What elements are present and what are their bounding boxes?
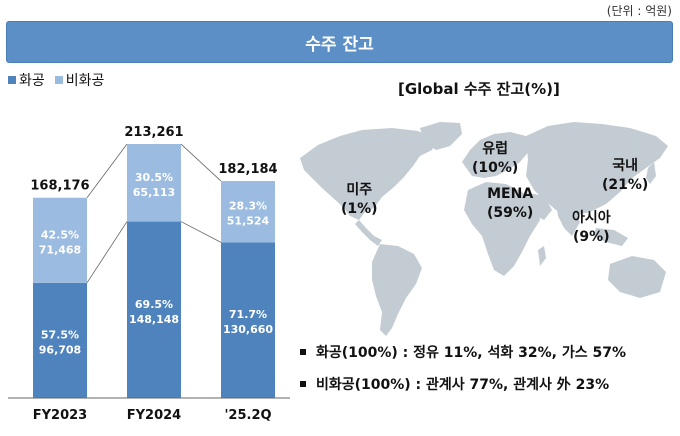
- region-mena: MENA (59%): [487, 185, 533, 223]
- banner-title: 수주 잔고: [6, 21, 673, 63]
- bar-marks: [33, 144, 275, 398]
- legend-label-0: 화공: [19, 73, 45, 89]
- note-non-chemical: 비화공(100%) : 관계사 77%, 관계사 外 23%: [300, 374, 609, 394]
- bar-seg-chemical: [127, 221, 181, 398]
- bar-pct-label: 71.7%: [229, 308, 267, 321]
- bar-pct-label: 28.3%: [229, 200, 267, 213]
- bar-seg-chemical: [33, 282, 87, 398]
- note-chemical: 화공(100%) : 정유 11%, 석화 32%, 가스 57%: [300, 342, 626, 362]
- bar-total-label: 182,184: [218, 162, 277, 177]
- x-tick-label: '25.2Q: [224, 408, 271, 423]
- bar-seg-chemical: [221, 242, 275, 398]
- region-pct: (1%): [341, 201, 378, 217]
- legend-item-1: 비화공: [54, 70, 105, 90]
- map-se-asia: [594, 228, 628, 246]
- bar-value-label: 65,113: [133, 186, 175, 199]
- world-map: [300, 122, 668, 336]
- region-pct: (9%): [573, 229, 610, 245]
- bar-connectors: [86, 143, 222, 284]
- chart-legend: 화공 비화공: [8, 70, 104, 90]
- bar-value-label: 71,468: [39, 243, 81, 256]
- note-text: 비화공(100%) : 관계사 77%, 관계사 外 23%: [316, 377, 610, 393]
- bar-total-label: 168,176: [30, 179, 89, 194]
- region-europe: 유럽 (10%): [472, 140, 518, 178]
- region-pct: (21%): [602, 177, 649, 193]
- map-madagascar: [538, 246, 546, 266]
- connector-mid: [86, 221, 128, 284]
- map-north-america: [300, 128, 437, 220]
- legend-swatch-0: [8, 76, 16, 84]
- bullet-icon: [300, 349, 306, 355]
- region-pct: (10%): [472, 160, 519, 176]
- bar-pct-label: 57.5%: [41, 328, 79, 341]
- region-pct: (59%): [487, 205, 534, 221]
- connector-top: [86, 143, 128, 198]
- map-asia: [526, 122, 668, 216]
- region-name: 미주: [346, 182, 373, 198]
- x-tick-label: FY2024: [127, 408, 181, 423]
- map-india: [556, 204, 580, 236]
- region-name: MENA: [487, 186, 534, 202]
- map-greenland: [420, 122, 462, 150]
- map-africa: [464, 182, 540, 276]
- bar-value-label: 130,660: [223, 323, 273, 336]
- connector-top: [180, 143, 222, 182]
- bar-value-label: 51,524: [227, 215, 270, 228]
- region-americas: 미주 (1%): [341, 181, 378, 219]
- unit-label: (단위 : 억원): [606, 4, 672, 18]
- legend-label-1: 비화공: [65, 73, 105, 89]
- map-europe: [462, 132, 530, 178]
- region-name: 아시아: [572, 210, 611, 226]
- map-south-america: [372, 244, 422, 336]
- map-australia: [608, 256, 666, 298]
- region-name: 유럽: [482, 141, 509, 157]
- bar-seg-nonchemical: [221, 181, 275, 243]
- bar-pct-label: 42.5%: [41, 228, 79, 241]
- bar-labels: 57.5% 96,708 42.5% 71,468 168,176 69.5% 148,14…: [30, 125, 277, 356]
- bar-pct-label: 30.5%: [135, 171, 173, 184]
- region-korea: 국내 (21%): [602, 157, 648, 195]
- bar-value-label: 96,708: [39, 343, 81, 356]
- bar-pct-label: 69.5%: [135, 298, 173, 311]
- note-text: 화공(100%) : 정유 11%, 석화 32%, 가스 57%: [316, 345, 626, 361]
- x-tick-labels: FY2023 FY2024 '25.2Q: [33, 408, 272, 423]
- bullet-icon: [300, 381, 306, 387]
- x-tick-label: FY2023: [33, 408, 87, 423]
- bar-value-label: 148,148: [129, 313, 179, 326]
- legend-item-0: 화공: [8, 70, 45, 90]
- map-japan: [646, 162, 656, 184]
- bar-seg-nonchemical: [127, 144, 181, 222]
- region-name: 국내: [612, 158, 639, 174]
- region-asia: 아시아 (9%): [572, 209, 611, 247]
- map-arabia: [524, 192, 552, 220]
- connector-mid: [180, 221, 222, 243]
- legend-swatch-1: [54, 76, 63, 84]
- map-central-america: [355, 220, 382, 246]
- bar-total-label: 213,261: [124, 125, 183, 140]
- bar-seg-nonchemical: [33, 197, 87, 283]
- map-title: [Global 수주 잔고(%)]: [398, 80, 560, 98]
